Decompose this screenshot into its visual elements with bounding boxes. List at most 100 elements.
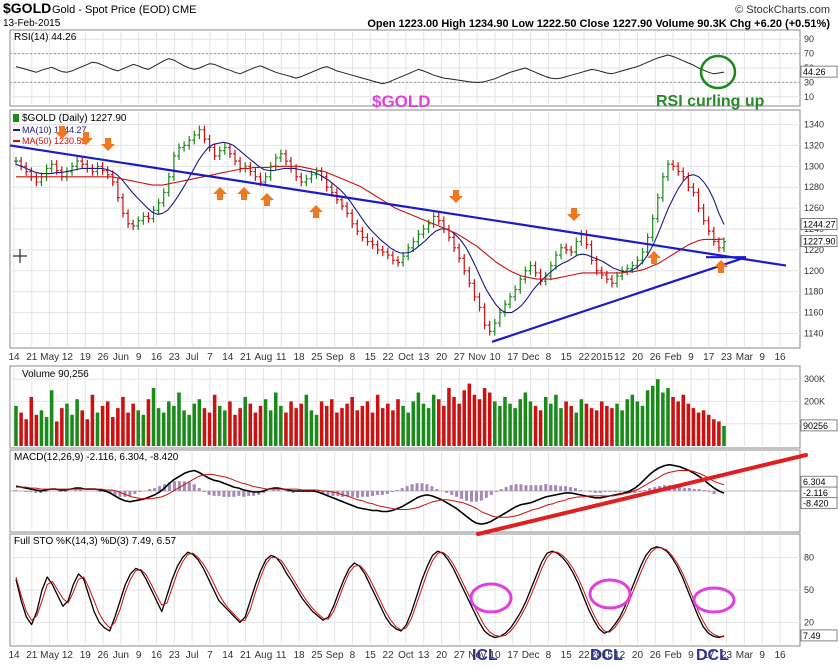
macd-histogram-bar	[153, 488, 157, 491]
macd-histogram-bar	[212, 491, 216, 496]
date-tick-label: Jun	[113, 650, 129, 661]
sell-arrow-icon	[449, 190, 463, 203]
macd-histogram-bar	[608, 491, 612, 492]
macd-histogram-bar	[519, 484, 523, 491]
volume-bar	[294, 408, 298, 446]
volume-bar	[691, 408, 696, 446]
volume-bar	[156, 408, 161, 446]
macd-histogram-bar	[569, 487, 573, 491]
volume-bar	[105, 401, 110, 446]
price-tick-label: 1160	[804, 308, 823, 318]
date-tick-label: 15	[561, 352, 573, 363]
volume-bar	[386, 403, 390, 446]
volume-bar	[258, 405, 263, 446]
ma10-last-label-box	[800, 218, 838, 230]
volume-bar	[579, 399, 584, 446]
date-tick-label: 20	[632, 352, 644, 363]
date-tick-label: 27	[454, 352, 466, 363]
date-tick-label: 21	[26, 352, 38, 363]
macd-histogram-bar	[375, 491, 379, 495]
volume-bar	[85, 419, 90, 446]
volume-bar	[416, 392, 421, 446]
date-tick-label: 14	[8, 352, 20, 363]
macd-histogram-bar	[692, 489, 696, 491]
buy-arrow-icon	[260, 193, 274, 206]
volume-bar	[533, 405, 538, 446]
date-tick-label: 23	[721, 650, 733, 661]
date-tick-label: 7	[207, 352, 213, 363]
volume-bar	[136, 410, 141, 446]
macd-histogram-bar	[489, 491, 493, 495]
macd-histogram-bar	[222, 491, 226, 497]
ma10-last-label: 1244.27	[803, 220, 836, 230]
macd-histogram-bar	[167, 482, 171, 491]
date-tick-label: Oct	[398, 352, 414, 363]
rsi-tick-label: 70	[804, 49, 814, 59]
date-tick-label: 19	[80, 352, 92, 363]
volume-bar	[620, 410, 624, 446]
macd-histogram-bar	[633, 491, 637, 493]
volume-bar	[605, 405, 609, 446]
volume-bar	[60, 408, 64, 446]
date-tick-label: 25	[311, 650, 323, 661]
price-tick-label: 1220	[804, 245, 824, 255]
macd-histogram-bar	[78, 490, 82, 491]
quote-line: Open 1223.00 High 1234.90 Low 1222.50 Cl…	[367, 18, 830, 30]
price-title: $GOLD (Daily) 1227.90	[22, 113, 127, 124]
macd-histogram-bar	[118, 491, 122, 497]
volume-bar	[39, 410, 44, 446]
volume-bar	[462, 390, 467, 446]
volume-bar	[686, 403, 691, 446]
date-tick-label: 8	[546, 650, 552, 661]
icl-label: ICL	[472, 647, 498, 664]
macd-histogram-bar	[415, 483, 419, 491]
date-tick-label: 16	[774, 650, 786, 661]
rsi-tick-label: 90	[804, 34, 814, 44]
volume-last-label-box	[800, 419, 838, 432]
macd-histogram-bar	[217, 491, 221, 496]
cycle-low-ring	[692, 586, 736, 614]
macd-histogram-bar	[380, 491, 384, 495]
date-tick-label: 18	[293, 352, 305, 363]
volume-bar	[360, 405, 365, 446]
macd-histogram-bar	[529, 485, 533, 491]
volume-bar	[238, 408, 242, 446]
price-tick-label: 1320	[804, 140, 824, 150]
sell-arrow-icon	[567, 208, 581, 221]
volume-bar	[671, 396, 675, 446]
date-tick-label: Aug	[254, 650, 272, 661]
date-tick-label: 26	[650, 650, 662, 661]
macd-histogram-bar	[128, 491, 132, 496]
macd-histogram-bar	[346, 491, 350, 497]
volume-bar	[615, 403, 619, 446]
macd-histogram-bar	[465, 491, 469, 501]
dcl-label-1: DCL	[590, 647, 623, 664]
date-tick-label: 14	[222, 650, 234, 661]
macd-histogram-bar	[341, 491, 345, 497]
macd-histogram-bar	[707, 491, 711, 492]
volume-bar	[528, 401, 533, 446]
symbol-title: $GOLD	[3, 0, 51, 16]
date-tick-label: 22	[383, 352, 395, 363]
date-tick-label: May	[40, 650, 59, 661]
gold-label: $GOLD	[372, 92, 431, 111]
volume-bar	[268, 410, 273, 446]
date-tick-label: 11	[276, 650, 287, 661]
macd-histogram-bar	[578, 490, 582, 491]
volume-bar	[54, 421, 59, 446]
volume-bar	[172, 405, 176, 446]
macd-histogram-bar	[653, 487, 657, 491]
date-tick-label: 21	[26, 650, 38, 661]
volume-bar	[549, 403, 553, 446]
macd-histogram-bar	[479, 491, 483, 501]
macd-histogram-bar	[593, 491, 597, 493]
volume-bar	[187, 414, 191, 446]
volume-bar	[625, 399, 629, 446]
sell-arrow-icon	[101, 138, 115, 151]
price-last-label-box	[800, 235, 838, 248]
volume-last-label: 90256	[803, 421, 828, 431]
macd-histogram-bar	[262, 491, 266, 493]
price-last-label: 1227.90	[803, 237, 836, 247]
volume-bar	[182, 410, 186, 446]
macd-histogram-bar	[524, 485, 528, 491]
